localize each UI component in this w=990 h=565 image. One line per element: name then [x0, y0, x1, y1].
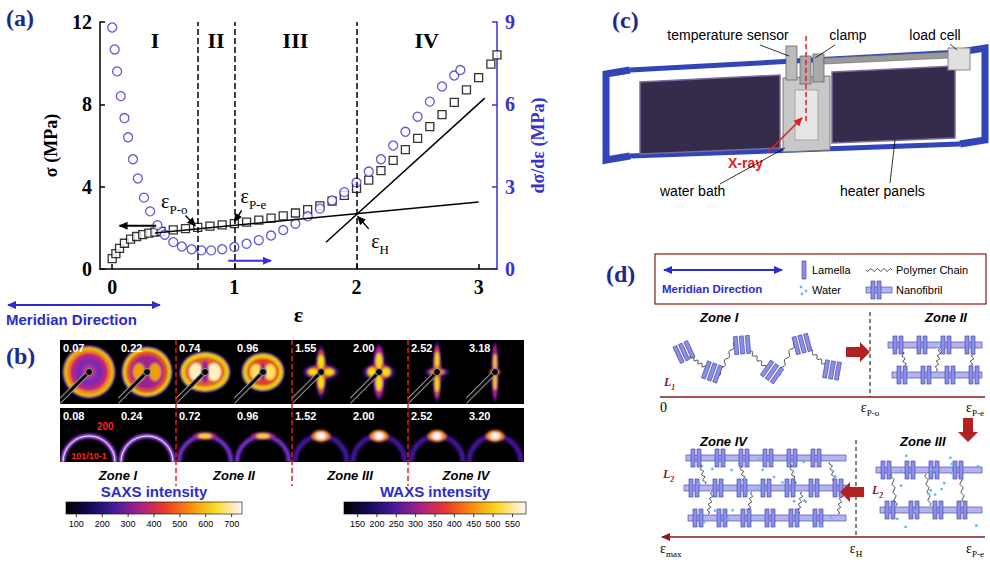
- svg-text:12: 12: [72, 11, 92, 33]
- svg-text:Zone I: Zone I: [98, 468, 138, 483]
- svg-text:εP-e: εP-e: [966, 541, 984, 559]
- svg-text:IV: IV: [415, 28, 440, 53]
- svg-text:temperature sensor: temperature sensor: [667, 27, 789, 43]
- svg-text:εP-e: εP-e: [966, 400, 984, 418]
- svg-text:WAXS intensity: WAXS intensity: [380, 483, 491, 500]
- svg-text:350: 350: [427, 519, 442, 529]
- svg-text:2.00: 2.00: [353, 410, 374, 422]
- svg-text:150: 150: [350, 519, 365, 529]
- svg-text:450: 450: [466, 519, 481, 529]
- svg-text:X-ray: X-ray: [728, 155, 763, 171]
- svg-text:Zone I: Zone I: [699, 310, 739, 325]
- svg-text:Zone IV: Zone IV: [699, 434, 748, 449]
- svg-text:250: 250: [389, 519, 404, 529]
- svg-text:300: 300: [121, 519, 136, 529]
- svg-text:2: 2: [352, 276, 362, 298]
- svg-text:1.55: 1.55: [295, 342, 316, 354]
- svg-text:2.00: 2.00: [353, 342, 374, 354]
- svg-text:Zone III: Zone III: [899, 434, 946, 449]
- svg-text:200: 200: [369, 519, 384, 529]
- svg-text:dσ/dε (MPa): dσ/dε (MPa): [528, 98, 549, 194]
- svg-text:heater panels: heater panels: [840, 183, 925, 199]
- svg-text:0: 0: [505, 258, 515, 280]
- svg-text:Meridian Direction: Meridian Direction: [662, 283, 762, 295]
- svg-text:100: 100: [69, 519, 84, 529]
- svg-text:500: 500: [486, 519, 501, 529]
- svg-text:ε: ε: [294, 302, 303, 327]
- svg-text:σ (MPa): σ (MPa): [41, 114, 62, 177]
- svg-text:6: 6: [505, 93, 515, 115]
- svg-text:700: 700: [224, 519, 239, 529]
- svg-text:L2: L2: [662, 467, 674, 484]
- svg-text:Meridian Direction: Meridian Direction: [6, 311, 137, 328]
- svg-text:SAXS intensity: SAXS intensity: [101, 483, 208, 500]
- svg-text:clamp: clamp: [829, 27, 867, 43]
- svg-text:2.52: 2.52: [411, 342, 432, 354]
- svg-text:4: 4: [82, 176, 92, 198]
- svg-text:0.96: 0.96: [237, 342, 258, 354]
- svg-text:Water: Water: [812, 284, 841, 296]
- svg-text:1: 1: [229, 276, 239, 298]
- svg-text:0.24: 0.24: [121, 410, 143, 422]
- svg-text:200: 200: [97, 421, 114, 432]
- svg-text:400: 400: [447, 519, 462, 529]
- svg-text:0.96: 0.96: [237, 410, 258, 422]
- svg-text:(d): (d): [606, 261, 635, 287]
- svg-text:101/10-1: 101/10-1: [71, 451, 107, 461]
- svg-text:400: 400: [146, 519, 161, 529]
- svg-text:600: 600: [198, 519, 213, 529]
- svg-text:(a): (a): [6, 5, 34, 31]
- svg-text:(b): (b): [6, 343, 35, 369]
- svg-text:3.20: 3.20: [469, 410, 490, 422]
- svg-text:550: 550: [505, 519, 520, 529]
- svg-text:L2: L2: [871, 483, 883, 500]
- svg-text:εP-e: εP-e: [240, 185, 266, 212]
- svg-text:0: 0: [82, 258, 92, 280]
- svg-text:0.07: 0.07: [63, 342, 84, 354]
- svg-text:(c): (c): [612, 7, 639, 33]
- svg-text:Zone III: Zone III: [326, 468, 373, 483]
- svg-text:0.72: 0.72: [179, 410, 200, 422]
- svg-text:εmax: εmax: [660, 541, 682, 559]
- svg-text:0.22: 0.22: [121, 342, 142, 354]
- svg-text:εP-o: εP-o: [861, 400, 880, 418]
- svg-text:Zone II: Zone II: [212, 468, 255, 483]
- svg-text:9: 9: [505, 11, 515, 33]
- svg-text:εH: εH: [371, 230, 389, 257]
- svg-text:εH: εH: [850, 541, 863, 559]
- svg-text:3: 3: [474, 276, 484, 298]
- svg-text:Nanofibril: Nanofibril: [896, 284, 942, 296]
- svg-text:III: III: [283, 28, 309, 53]
- svg-text:0: 0: [107, 276, 117, 298]
- svg-text:2.52: 2.52: [411, 410, 432, 422]
- svg-text:L1: L1: [663, 375, 675, 392]
- svg-text:Lamella: Lamella: [812, 264, 851, 276]
- svg-text:1.52: 1.52: [295, 410, 316, 422]
- svg-text:water bath: water bath: [659, 183, 725, 199]
- svg-text:0.08: 0.08: [63, 410, 84, 422]
- svg-text:Polymer Chain: Polymer Chain: [896, 264, 968, 276]
- svg-text:0: 0: [660, 400, 667, 415]
- svg-text:I: I: [151, 28, 160, 53]
- svg-text:500: 500: [172, 519, 187, 529]
- svg-text:Zone IV: Zone IV: [442, 468, 491, 483]
- svg-text:200: 200: [95, 519, 110, 529]
- svg-text:3.18: 3.18: [469, 342, 490, 354]
- svg-text:load cell: load cell: [909, 27, 960, 43]
- svg-text:0.74: 0.74: [179, 342, 201, 354]
- svg-text:Zone II: Zone II: [924, 310, 967, 325]
- svg-text:II: II: [207, 28, 224, 53]
- svg-text:3: 3: [505, 176, 515, 198]
- svg-text:300: 300: [408, 519, 423, 529]
- svg-text:8: 8: [82, 93, 92, 115]
- svg-text:εP-o: εP-o: [161, 190, 187, 217]
